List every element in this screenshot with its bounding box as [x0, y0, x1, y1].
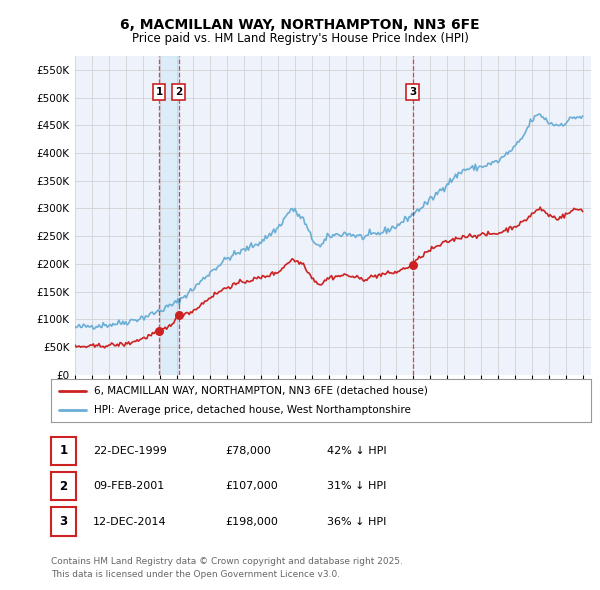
Point	[174, 311, 184, 320]
Text: 2: 2	[59, 480, 68, 493]
Text: £198,000: £198,000	[225, 517, 278, 526]
Text: 42% ↓ HPI: 42% ↓ HPI	[327, 446, 386, 455]
Text: 1: 1	[59, 444, 68, 457]
Bar	[159, 56, 179, 375]
Text: 2: 2	[175, 87, 182, 97]
Text: 6, MACMILLAN WAY, NORTHAMPTON, NN3 6FE (detached house): 6, MACMILLAN WAY, NORTHAMPTON, NN3 6FE (…	[94, 386, 428, 396]
Text: 36% ↓ HPI: 36% ↓ HPI	[327, 517, 386, 526]
Text: £78,000: £78,000	[225, 446, 271, 455]
Text: £107,000: £107,000	[225, 481, 278, 491]
Text: 1: 1	[155, 87, 163, 97]
Point	[408, 260, 418, 270]
Text: Price paid vs. HM Land Registry's House Price Index (HPI): Price paid vs. HM Land Registry's House …	[131, 32, 469, 45]
Text: This data is licensed under the Open Government Licence v3.0.: This data is licensed under the Open Gov…	[51, 571, 340, 579]
Text: 12-DEC-2014: 12-DEC-2014	[93, 517, 167, 526]
Text: HPI: Average price, detached house, West Northamptonshire: HPI: Average price, detached house, West…	[94, 405, 411, 415]
Text: 3: 3	[59, 515, 68, 528]
Text: Contains HM Land Registry data © Crown copyright and database right 2025.: Contains HM Land Registry data © Crown c…	[51, 558, 403, 566]
Text: 22-DEC-1999: 22-DEC-1999	[93, 446, 167, 455]
Point	[154, 327, 164, 336]
Text: 09-FEB-2001: 09-FEB-2001	[93, 481, 164, 491]
Text: 3: 3	[409, 87, 416, 97]
Text: 6, MACMILLAN WAY, NORTHAMPTON, NN3 6FE: 6, MACMILLAN WAY, NORTHAMPTON, NN3 6FE	[120, 18, 480, 32]
Text: 31% ↓ HPI: 31% ↓ HPI	[327, 481, 386, 491]
